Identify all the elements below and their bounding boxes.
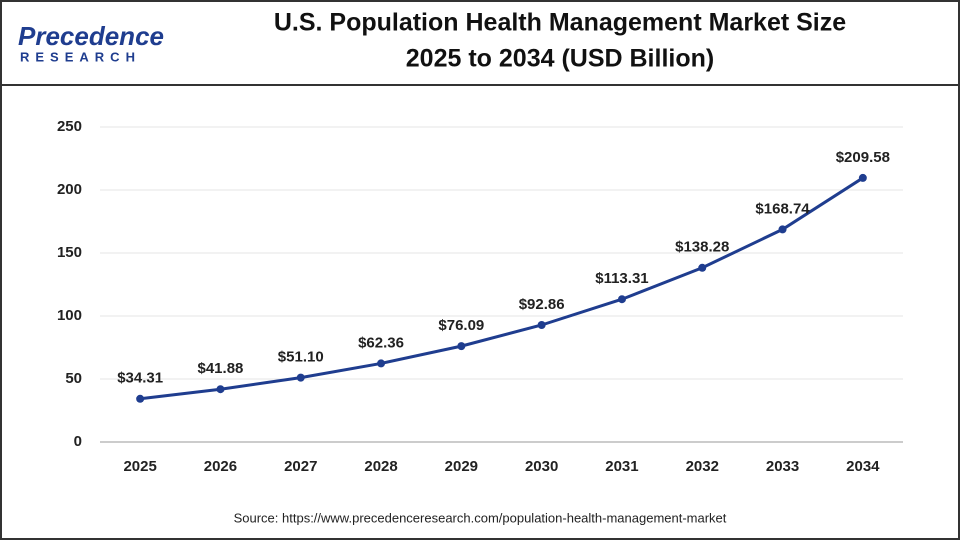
value-label: $138.28: [675, 239, 729, 256]
point: [698, 263, 707, 272]
y-tick-label: 150: [57, 244, 82, 261]
x-tick-label: 2032: [686, 458, 719, 475]
y-tick-label: 0: [74, 433, 82, 450]
y-tick-label: 200: [57, 181, 82, 198]
x-tick-label: 2033: [766, 458, 799, 475]
x-tick-label: 2030: [525, 458, 558, 475]
point: [136, 394, 145, 403]
logo-sub: RESEARCH: [20, 49, 141, 64]
chart-title: U.S. Population Health Management Market…: [274, 9, 846, 37]
x-tick-label: 2028: [364, 458, 397, 475]
x-tick-label: 2026: [204, 458, 237, 475]
y-tick-label: 250: [57, 118, 82, 135]
point: [537, 320, 546, 329]
x-tick-label: 2025: [123, 458, 156, 475]
line: [139, 176, 864, 401]
value-label: $209.58: [836, 149, 890, 166]
value-label: $51.10: [278, 349, 324, 366]
value-label: $92.86: [519, 296, 565, 313]
point: [216, 385, 225, 394]
value-label: $41.88: [198, 360, 244, 377]
x-tick-label: 2029: [445, 458, 478, 475]
chart-title: 2025 to 2034 (USD Billion): [406, 45, 714, 73]
point: [858, 173, 867, 182]
value-label: $168.74: [755, 200, 810, 217]
y-tick-label: 50: [65, 370, 82, 387]
value-label: $113.31: [595, 270, 648, 287]
point: [617, 295, 626, 304]
point: [377, 359, 386, 368]
point: [778, 225, 787, 234]
point: [457, 342, 466, 351]
value-label: $62.36: [358, 334, 404, 351]
x-tick-label: 2031: [605, 458, 638, 475]
y-tick-label: 100: [57, 307, 82, 324]
x-tick-label: 2034: [846, 458, 880, 475]
value-label: $34.31: [117, 370, 163, 387]
value-label: $76.09: [438, 317, 484, 334]
logo-name: Precedence: [18, 21, 164, 51]
source: Source: https://www.precedenceresearch.c…: [234, 510, 727, 525]
x-tick-label: 2027: [284, 458, 317, 475]
point: [296, 373, 305, 382]
